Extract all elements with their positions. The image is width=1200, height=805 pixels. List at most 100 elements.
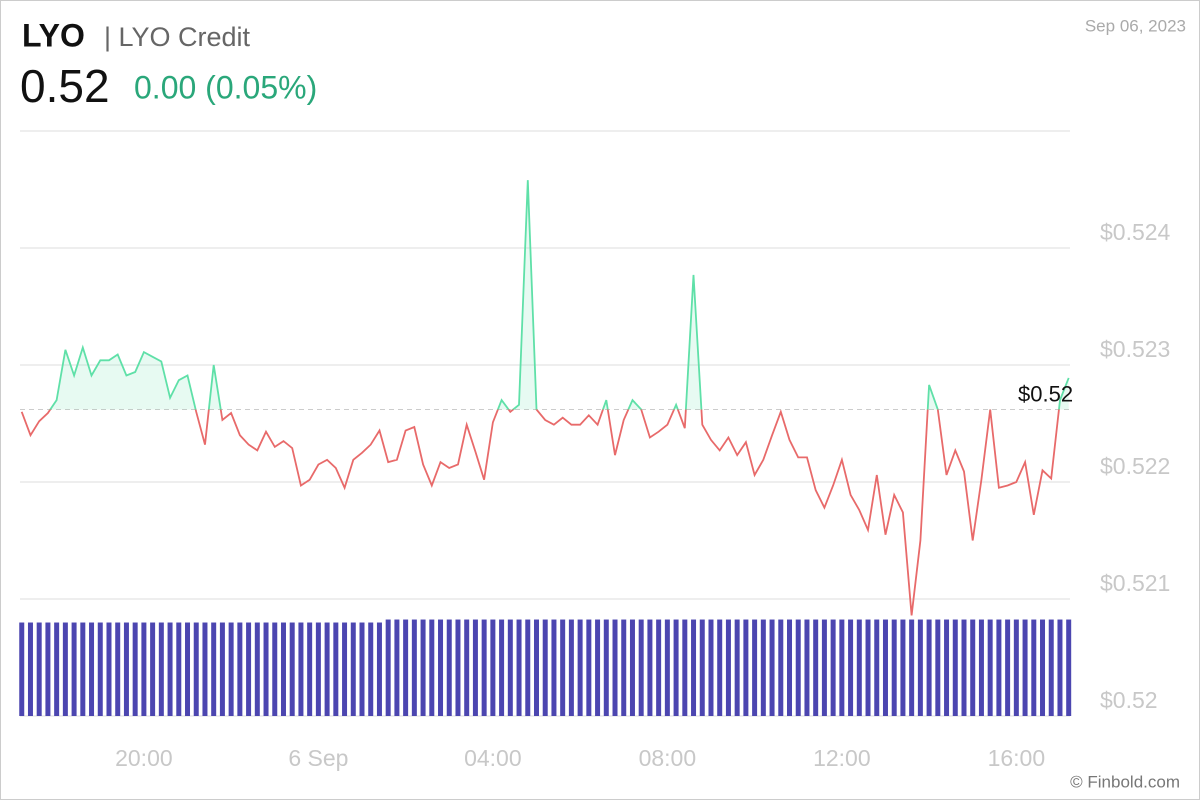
volume-bar [455,619,461,716]
volume-bar [368,622,374,716]
volume-bar [656,619,662,716]
price-line-down [20,409,1060,616]
volume-bar [97,622,103,716]
volume-bar [647,619,653,716]
volume-bar [577,619,583,716]
volume-bar [1057,619,1063,716]
volume-bar [682,619,688,716]
volume-bar [193,622,199,716]
volume-bar [621,619,627,716]
x-tick-label: 08:00 [639,745,697,771]
volume-bar [865,619,871,716]
volume-bar [595,619,601,716]
volume-bar [228,622,234,716]
volume-bar [996,619,1002,716]
volume-bar [123,622,129,716]
price-area [50,180,1069,410]
volume-bar [307,622,313,716]
volume-bar [176,622,182,716]
volume-bar [499,619,505,716]
volume-bar [80,622,86,716]
volume-bar [568,619,574,716]
volume-bar [315,622,321,716]
volume-bar [839,619,845,716]
volume-bar [36,622,42,716]
volume-bar [769,619,775,716]
volume-bar [289,622,295,716]
y-tick-label: $0.522 [1100,453,1170,479]
volume-bar [464,619,470,716]
volume-bar [542,619,548,716]
volume-bar [734,619,740,716]
volume-bar [961,619,967,716]
volume-bar [795,619,801,716]
volume-bar [760,619,766,716]
volume-bar [752,619,758,716]
volume-bar [298,622,304,716]
volume-bar [673,619,679,716]
volume-bar [1005,619,1011,716]
last-value-label: $0.52 [1018,381,1073,406]
volume-bar [403,619,409,716]
volume-bar [89,622,95,716]
source: © Finbold.com [1070,772,1180,791]
volume-bar [856,619,862,716]
volume-bar [717,619,723,716]
volume-bar [490,619,496,716]
volume-bar [202,622,208,716]
volume-bar [185,622,191,716]
volume-bar [725,619,731,716]
x-tick-label: 20:00 [115,745,173,771]
volume-bar [45,622,51,716]
volume-bar [664,619,670,716]
x-tick-label: 12:00 [813,745,871,771]
volume-bar [211,622,217,716]
volume-bar [254,622,260,716]
volume-bar [411,619,417,716]
volume-bar [882,619,888,716]
volume-bar [708,619,714,716]
volume-bar [935,619,941,716]
volume-bar [787,619,793,716]
volume-bar [1040,619,1046,716]
volume-bar [158,622,164,716]
volume-bar [429,619,435,716]
volume-bar [804,619,810,716]
subtitle: | LYO Credit [104,22,251,52]
volume-bar [71,622,77,716]
volume-bar [743,619,749,716]
volume-bar [167,622,173,716]
volume-bar [54,622,60,716]
volume-bar [691,619,697,716]
volume-bar [350,622,356,716]
volume-bar [909,619,915,716]
volume-bar [900,619,906,716]
volume-bar [629,619,635,716]
volume-bar [280,622,286,716]
volume-bar [970,619,976,716]
y-tick-label: $0.523 [1100,336,1170,362]
volume-bar [874,619,880,716]
x-tick-label: 04:00 [464,745,522,771]
volume-bar [324,622,330,716]
volume-bar [778,619,784,716]
volume-bar [376,622,382,716]
volume-bar [132,622,138,716]
volume-bar [438,619,444,716]
volume-bar [115,622,121,716]
volume-bar [1066,619,1072,716]
volume-bar [420,619,426,716]
volume-bar [237,622,243,716]
volume-bar [952,619,958,716]
volume-bar [830,619,836,716]
volume-bar [551,619,557,716]
ticker: LYO [22,17,85,53]
volume-bar [813,619,819,716]
volume-bar [603,619,609,716]
date: Sep 06, 2023 [1085,16,1186,35]
volume-bar [1022,619,1028,716]
volume-bar [821,619,827,716]
volume-bar [219,622,225,716]
